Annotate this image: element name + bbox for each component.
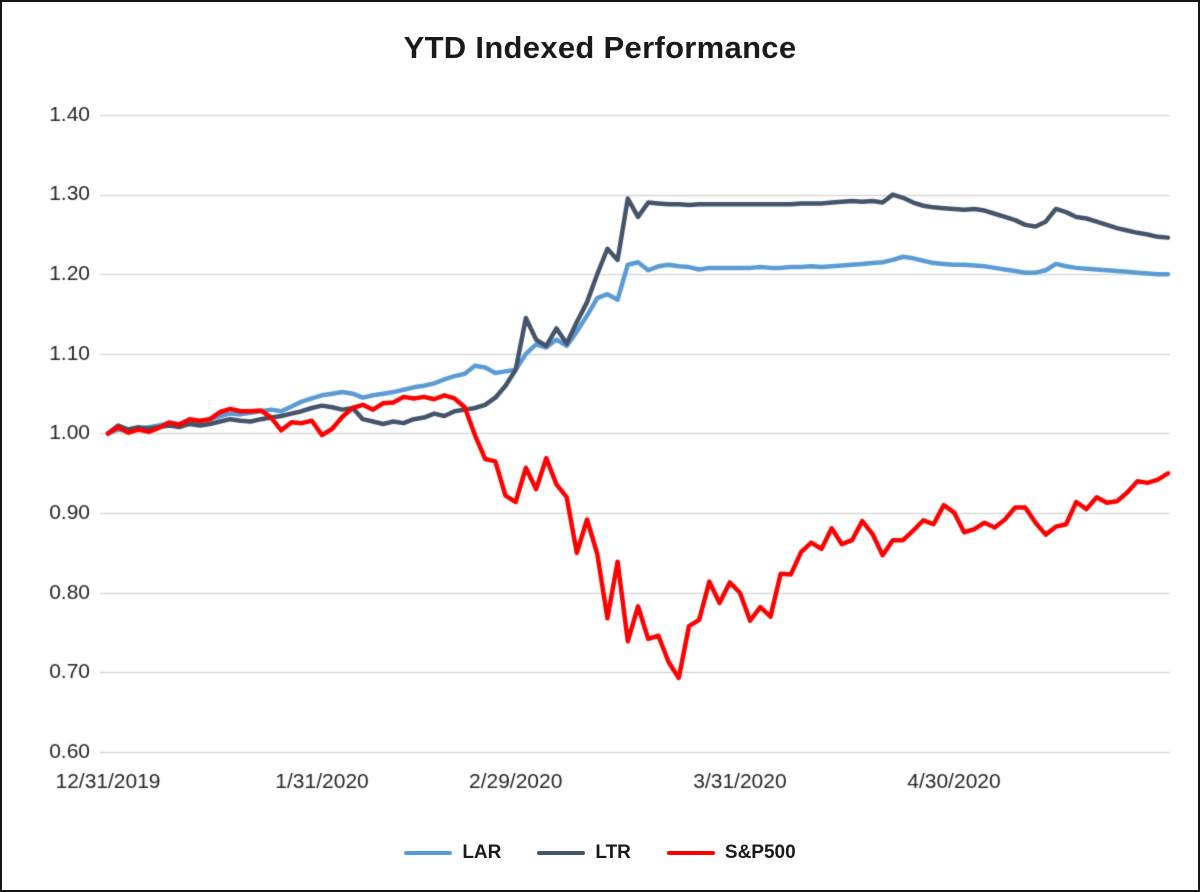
legend-item: S&P500	[666, 842, 796, 864]
chart-legend: LAR LTR S&P500	[2, 842, 1198, 864]
legend-swatch	[666, 850, 715, 856]
legend-swatch	[404, 850, 453, 856]
legend-item: LAR	[404, 842, 501, 864]
legend-swatch	[537, 850, 586, 856]
chart-title: YTD Indexed Performance	[403, 30, 797, 65]
legend-item: LTR	[537, 842, 631, 864]
legend-label: LTR	[595, 842, 631, 863]
legend-label: LAR	[462, 842, 502, 863]
legend-label: S&P500	[724, 842, 796, 863]
